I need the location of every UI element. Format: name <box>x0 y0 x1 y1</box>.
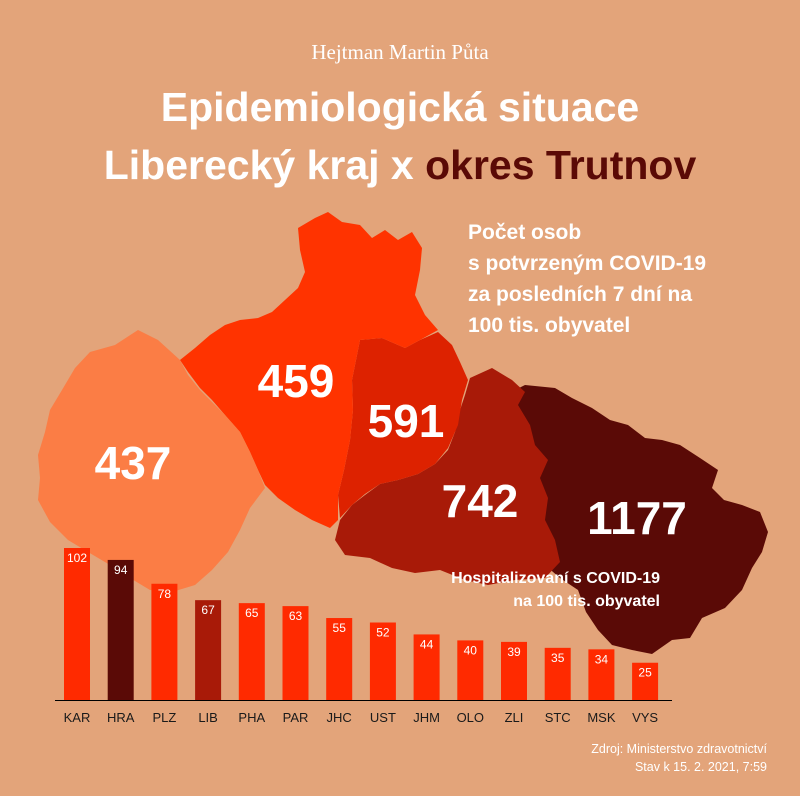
bar-ust <box>369 622 396 700</box>
bar-category-label: PLZ <box>152 710 176 725</box>
bar-category-label: PHA <box>238 710 265 725</box>
bar-category-label: UST <box>370 710 396 725</box>
bar-hra <box>107 559 134 700</box>
bar-value-label: 44 <box>420 637 434 651</box>
bar-category-label: PAR <box>283 710 309 725</box>
bar-category-label: HRA <box>107 710 135 725</box>
bar-kar <box>64 548 90 700</box>
bar-value-label: 52 <box>376 626 390 640</box>
bar-value-label: 65 <box>245 606 259 620</box>
bar-value-label: 40 <box>464 643 478 657</box>
bar-vys <box>632 662 659 700</box>
map-region-3 <box>338 332 468 518</box>
title-region: Liberecký kraj x <box>103 142 426 188</box>
bar-category-label: JHM <box>413 710 440 725</box>
chart-legend-line: Hospitalizovaní s COVID-19 <box>451 570 660 587</box>
bar-category-label: STC <box>545 710 571 725</box>
district-map <box>38 212 768 654</box>
map-region-1 <box>38 330 265 592</box>
map-legend-line: s potvrzeným COVID-19 <box>468 252 707 275</box>
bar-value-label: 25 <box>638 666 652 680</box>
map-region-5 <box>500 385 768 654</box>
map-legend-line: Počet osob <box>468 221 582 244</box>
map-value-2: 459 <box>258 355 335 407</box>
chart-legend: Hospitalizovaní s COVID-19 na 100 tis. o… <box>360 567 660 613</box>
map-legend-line: za posledních 7 dní na <box>468 283 693 306</box>
page-title-line-1: Epidemiologická situace <box>160 84 640 130</box>
bar-value-label: 55 <box>333 621 347 635</box>
bar-value-label: 94 <box>114 563 128 577</box>
author-line: Hejtman Martin Půta <box>311 40 489 64</box>
map-value-1: 437 <box>95 437 172 489</box>
page-title-line-2: Liberecký kraj x okres Trutnov <box>0 142 800 189</box>
bar-category-label: JHC <box>327 710 352 725</box>
bar-zli <box>501 641 527 700</box>
bar-value-label: 39 <box>507 645 521 659</box>
source-line: Zdroj: Ministerstvo zdravotnictví <box>591 742 767 756</box>
bar-value-label: 63 <box>289 609 303 623</box>
bar-value-label: 34 <box>595 652 609 666</box>
bar-olo <box>457 640 484 700</box>
bar-jhc <box>326 618 353 700</box>
title-accent: okres Trutnov <box>425 142 697 188</box>
map-region-2 <box>180 212 438 528</box>
bar-category-label: KAR <box>64 710 91 725</box>
bar-category-label: MSK <box>587 710 616 725</box>
bar-pha <box>238 603 265 700</box>
map-value-4: 742 <box>442 475 519 527</box>
bar-category-label: ZLI <box>505 710 524 725</box>
bar-value-label: 67 <box>201 603 215 617</box>
bar-category-label: OLO <box>457 710 484 725</box>
map-value-5: 1177 <box>587 492 687 544</box>
map-legend-line: 100 tis. obyvatel <box>468 314 631 337</box>
source-note: Zdroj: Ministerstvo zdravotnictví Stav k… <box>500 740 767 776</box>
map-value-3: 591 <box>368 395 445 447</box>
bar-category-label: LIB <box>198 710 218 725</box>
bar-value-label: 35 <box>551 651 565 665</box>
bar-value-label: 102 <box>67 551 87 565</box>
map-legend: Počet osob s potvrzeným COVID-19 za posl… <box>468 217 788 341</box>
bar-lib <box>195 600 222 700</box>
bar-stc <box>544 647 571 700</box>
bar-category-label: VYS <box>632 710 658 725</box>
source-date: Stav k 15. 2. 2021, 7:59 <box>634 760 767 774</box>
bar-plz <box>151 583 178 700</box>
bar-par <box>282 606 309 700</box>
bar-msk <box>588 649 615 700</box>
chart-legend-line: na 100 tis. obyvatel <box>513 593 660 610</box>
map-region-4 <box>335 368 560 585</box>
bar-value-label: 78 <box>158 587 172 601</box>
bar-jhm <box>413 634 440 700</box>
